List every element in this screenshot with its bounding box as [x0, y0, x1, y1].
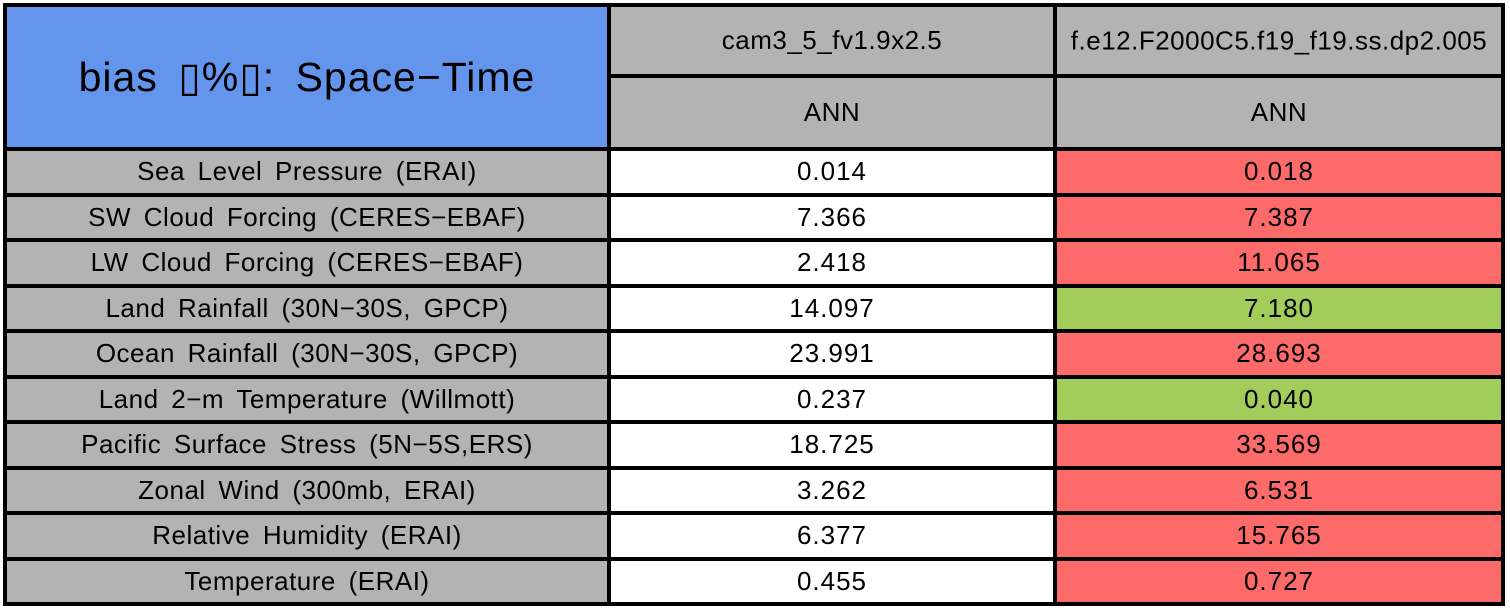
- value-cell: 2.418: [611, 242, 1053, 284]
- column-header-model-2: f.e12.F2000C5.f19_f19.ss.dp2.005: [1057, 7, 1501, 74]
- row-label: Relative Humidity (ERAI): [7, 515, 607, 557]
- header-row-seasons: ANN ANN: [7, 78, 1501, 147]
- value-cell: 0.040: [1057, 378, 1501, 420]
- row-label: SW Cloud Forcing (CERES−EBAF): [7, 196, 607, 238]
- row-label: Temperature (ERAI): [7, 560, 607, 602]
- value-cell: 11.065: [1057, 242, 1501, 284]
- row-label: Land 2−m Temperature (Willmott): [7, 378, 607, 420]
- row-label: Ocean Rainfall (30N−30S, GPCP): [7, 333, 607, 375]
- value-cell: 23.991: [611, 333, 1053, 375]
- table-row: Zonal Wind (300mb, ERAI) 3.262 6.531: [7, 469, 1501, 511]
- value-cell: 33.569: [1057, 424, 1501, 466]
- value-cell: 18.725: [611, 424, 1053, 466]
- value-cell: 15.765: [1057, 515, 1501, 557]
- table-row: Temperature (ERAI) 0.455 0.727: [7, 560, 1501, 602]
- value-cell: 0.014: [611, 151, 1053, 193]
- value-cell: 7.366: [611, 196, 1053, 238]
- table-row: SW Cloud Forcing (CERES−EBAF) 7.366 7.38…: [7, 196, 1501, 238]
- column-header-model-1: cam3_5_fv1.9x2.5: [611, 7, 1053, 74]
- table-row: Relative Humidity (ERAI) 6.377 15.765: [7, 515, 1501, 557]
- table-row: Pacific Surface Stress (5N−5S,ERS) 18.72…: [7, 424, 1501, 466]
- value-cell: 0.018: [1057, 151, 1501, 193]
- season-header-2: ANN: [1057, 78, 1501, 147]
- table-row: Land 2−m Temperature (Willmott) 0.237 0.…: [7, 378, 1501, 420]
- value-cell: 6.531: [1057, 469, 1501, 511]
- value-cell: 3.262: [611, 469, 1053, 511]
- season-header-1: ANN: [611, 78, 1053, 147]
- header-row-models: bias ▯%▯: Space−Time cam3_5_fv1.9x2.5 f.…: [7, 7, 1501, 147]
- row-label: Land Rainfall (30N−30S, GPCP): [7, 287, 607, 329]
- table-row: Ocean Rainfall (30N−30S, GPCP) 23.991 28…: [7, 333, 1501, 375]
- row-label: Pacific Surface Stress (5N−5S,ERS): [7, 424, 607, 466]
- table-row: Land Rainfall (30N−30S, GPCP) 14.097 7.1…: [7, 287, 1501, 329]
- value-cell: 0.455: [611, 560, 1053, 602]
- value-cell: 0.727: [1057, 560, 1501, 602]
- value-cell: 28.693: [1057, 333, 1501, 375]
- row-label: Sea Level Pressure (ERAI): [7, 151, 607, 193]
- value-cell: 6.377: [611, 515, 1053, 557]
- value-cell: 14.097: [611, 287, 1053, 329]
- row-label: LW Cloud Forcing (CERES−EBAF): [7, 242, 607, 284]
- column-header-model-2-text: f.e12.F2000C5.f19_f19.ss.dp2.005: [1070, 25, 1488, 55]
- metrics-table: bias ▯%▯: Space−Time cam3_5_fv1.9x2.5 f.…: [3, 3, 1505, 606]
- value-cell: 0.237: [611, 378, 1053, 420]
- row-label: Zonal Wind (300mb, ERAI): [7, 469, 607, 511]
- table-row: LW Cloud Forcing (CERES−EBAF) 2.418 11.0…: [7, 242, 1501, 284]
- table-title: bias ▯%▯: Space−Time: [7, 7, 607, 147]
- value-cell: 7.180: [1057, 287, 1501, 329]
- table-row: Sea Level Pressure (ERAI) 0.014 0.018: [7, 151, 1501, 193]
- value-cell: 7.387: [1057, 196, 1501, 238]
